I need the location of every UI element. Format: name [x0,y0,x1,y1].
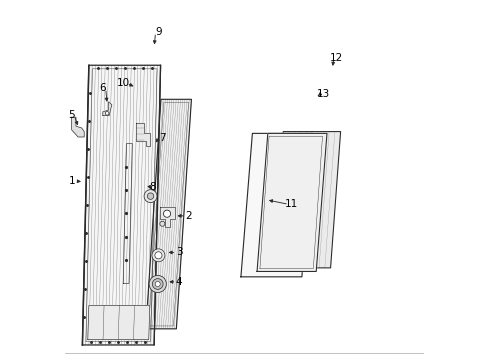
Polygon shape [257,134,326,271]
Circle shape [163,210,170,217]
Circle shape [155,252,162,259]
Text: 10: 10 [117,78,130,88]
Text: 11: 11 [285,199,298,210]
Circle shape [152,249,164,262]
Text: 4: 4 [176,277,182,287]
Polygon shape [241,134,313,277]
Polygon shape [88,306,149,339]
Text: 13: 13 [316,89,329,99]
Polygon shape [136,123,149,146]
Text: 12: 12 [329,53,343,63]
Polygon shape [159,207,174,226]
Text: 5: 5 [68,111,75,121]
Circle shape [144,190,157,203]
Circle shape [160,221,164,226]
Polygon shape [273,132,340,268]
Text: 3: 3 [176,247,182,257]
Polygon shape [102,102,112,116]
Polygon shape [72,117,84,137]
Polygon shape [82,65,160,345]
Circle shape [105,112,109,115]
Text: 2: 2 [185,211,192,221]
Text: 6: 6 [100,83,106,93]
Text: 9: 9 [155,27,162,37]
Text: 7: 7 [159,133,165,143]
Circle shape [155,282,160,287]
Text: 1: 1 [69,176,76,186]
Circle shape [147,193,153,199]
Circle shape [152,279,163,289]
Polygon shape [145,99,191,329]
Text: 8: 8 [149,182,156,192]
Circle shape [149,275,166,293]
